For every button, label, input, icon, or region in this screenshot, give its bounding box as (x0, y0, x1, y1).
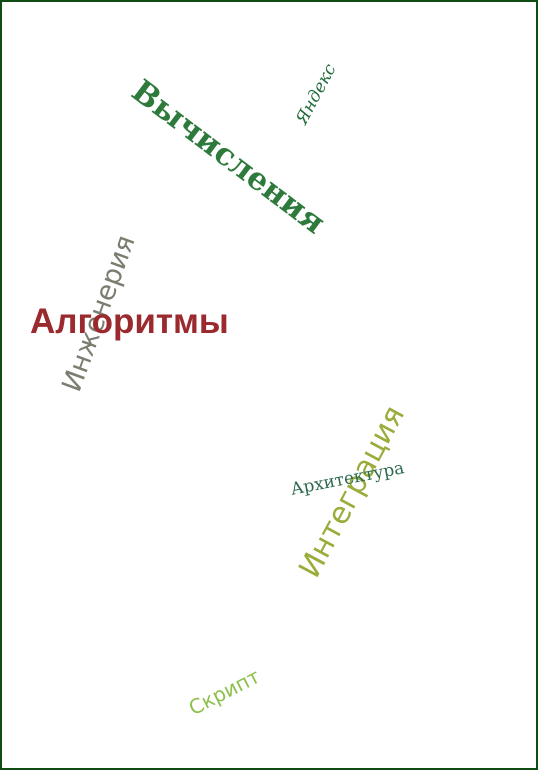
word-yandex: Яндекс (292, 60, 341, 128)
word-skript: Скрипт (184, 663, 264, 721)
word-vychisleniya: Вычисления (124, 72, 332, 242)
word-algoritmy: Алгоритмы (30, 302, 229, 341)
